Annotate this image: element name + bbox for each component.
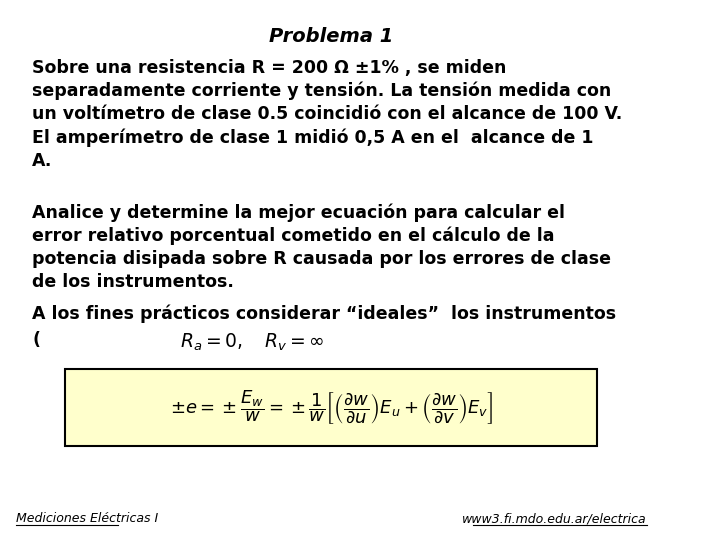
Text: Problema 1: Problema 1	[269, 27, 394, 46]
Text: Sobre una resistencia R = 200 Ω ±1% , se miden
separadamente corriente y tensión: Sobre una resistencia R = 200 Ω ±1% , se…	[32, 59, 623, 170]
Text: Analice y determine la mejor ecuación para calcular el
error relativo porcentual: Analice y determine la mejor ecuación pa…	[32, 203, 611, 291]
Text: www3.fi.mdo.edu.ar/electrica: www3.fi.mdo.edu.ar/electrica	[462, 512, 647, 525]
FancyBboxPatch shape	[66, 369, 598, 447]
Text: A los fines prácticos considerar “ideales”  los instrumentos: A los fines prácticos considerar “ideale…	[32, 305, 616, 323]
Text: $\pm e = \pm \dfrac{E_w}{w} = \pm \dfrac{1}{w} \left[ \left(\dfrac{\partial w}{\: $\pm e = \pm \dfrac{E_w}{w} = \pm \dfrac…	[169, 388, 493, 427]
Text: Mediciones Eléctricas I: Mediciones Eléctricas I	[16, 512, 158, 525]
Text: $\mathit{R}_a = 0, \quad R_v = \infty$: $\mathit{R}_a = 0, \quad R_v = \infty$	[180, 332, 325, 353]
Text: (: (	[32, 332, 40, 349]
